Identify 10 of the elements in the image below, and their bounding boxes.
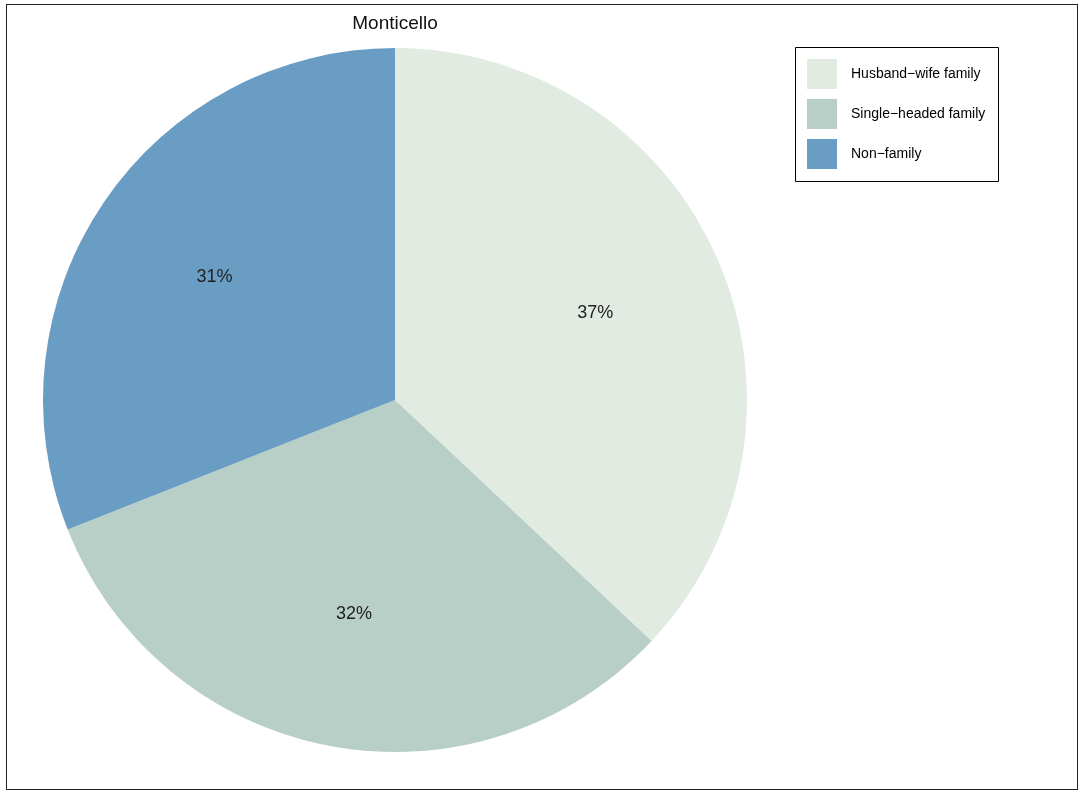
pie-slice: [67, 400, 652, 752]
chart-title: Monticello: [352, 11, 438, 33]
pie-slice: [395, 48, 747, 641]
legend-label: Non−family: [851, 145, 922, 161]
pie-slice: [43, 48, 395, 530]
data-label: 37%: [577, 302, 614, 323]
data-label: 32%: [336, 603, 373, 624]
legend-label: Husband−wife family: [851, 65, 981, 81]
legend-label: Single−headed family: [851, 105, 986, 121]
data-label: 31%: [196, 266, 233, 287]
